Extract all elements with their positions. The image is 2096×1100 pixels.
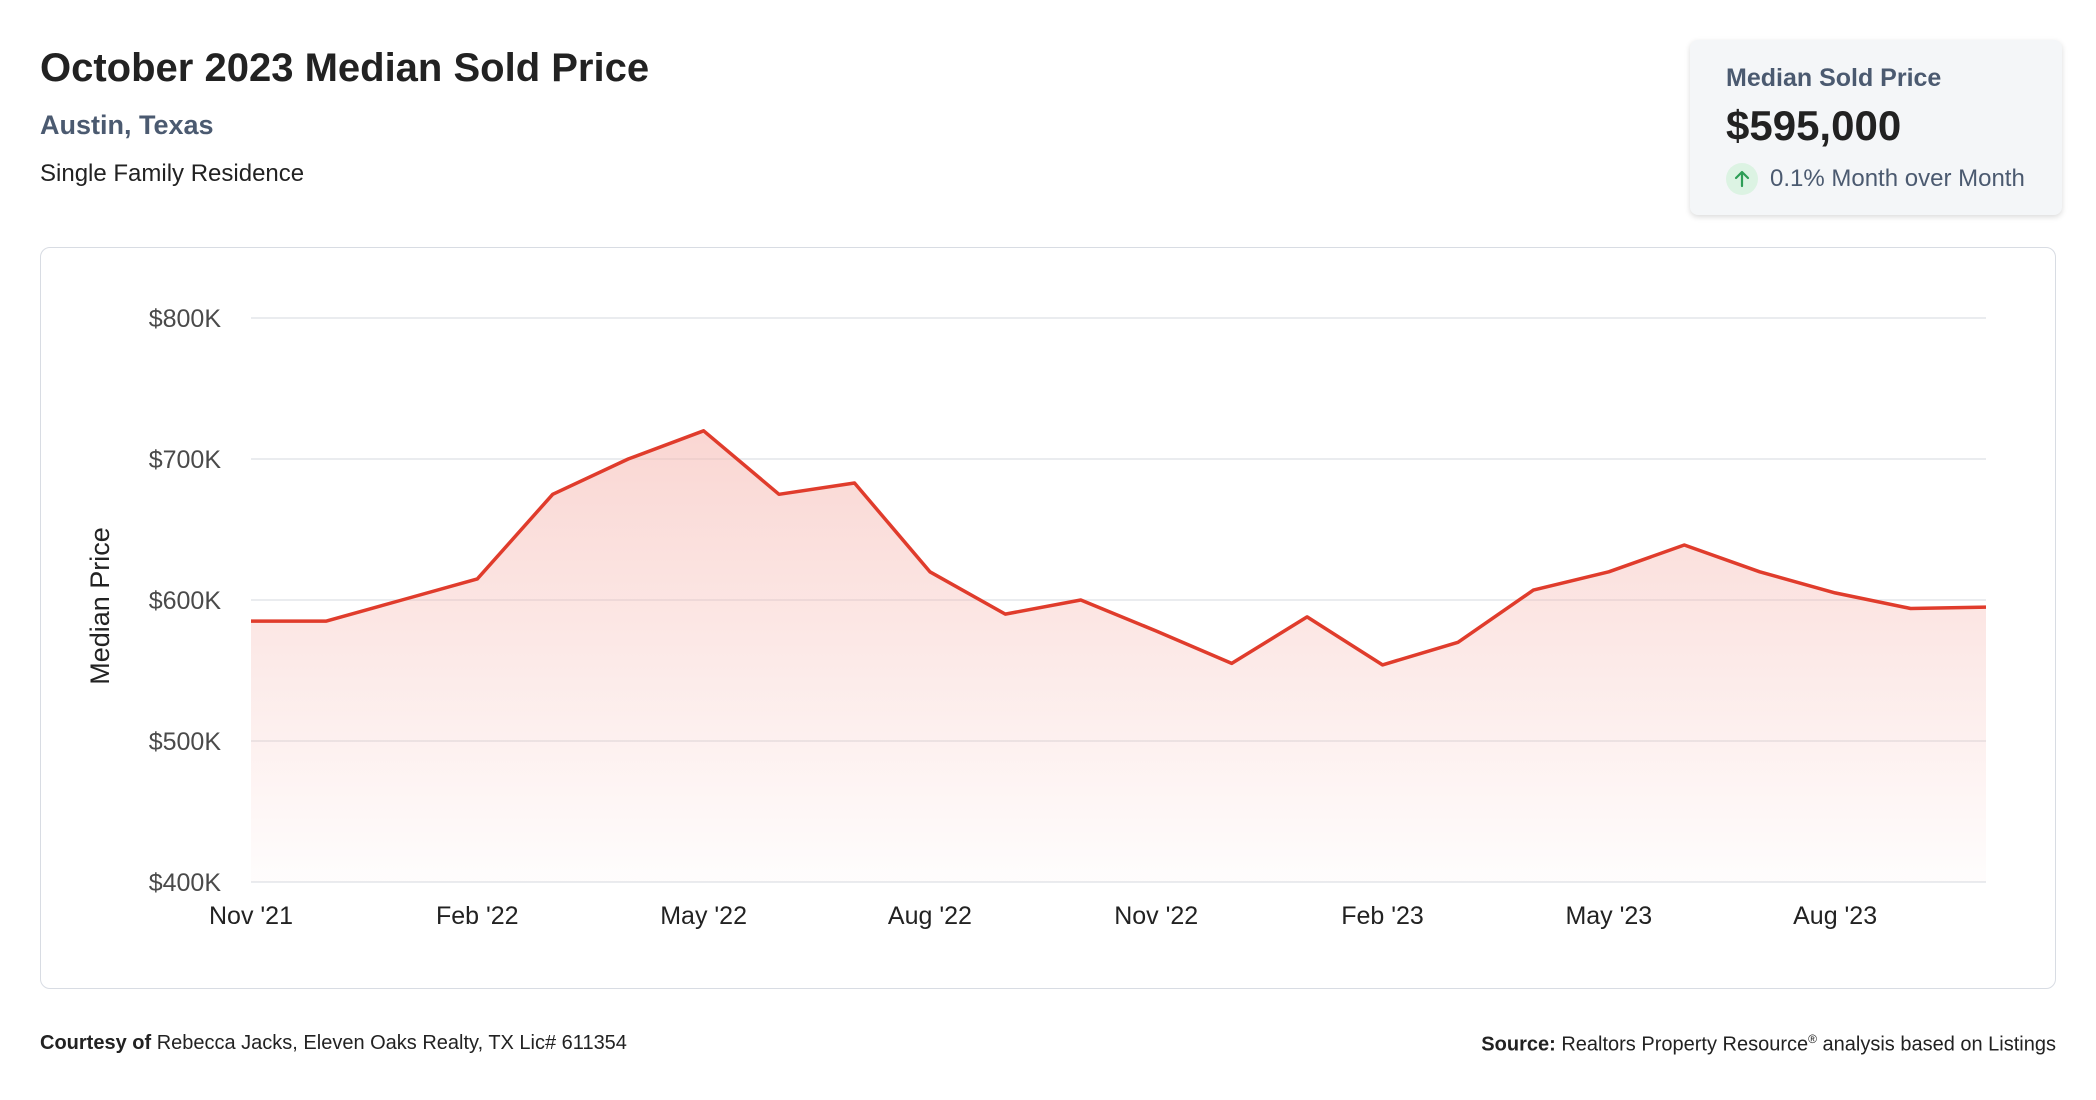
x-tick-label: May '22 [660,902,747,930]
location-label: Austin, Texas [40,110,214,140]
stat-card-value: $595,000 [1726,102,1902,149]
y-tick-label: $400K [149,869,222,897]
x-tick-label: Feb '23 [1341,902,1424,930]
median-price-line [251,429,1987,667]
courtesy-label: Courtesy of [40,1032,152,1054]
x-tick-label: Aug '23 [1793,902,1877,930]
stat-card-label: Median Sold Price [1726,64,1942,92]
property-type-label: Single Family Residence [40,160,305,187]
source-note: Source: Realtors Property Resource® anal… [1481,1032,2056,1057]
y-tick-label: $700K [149,446,222,474]
y-tick-label: $500K [149,728,222,756]
arrow-up-icon [1726,163,1758,195]
x-tick-labels: Nov '21 Feb '22 May '22 Aug '22 Nov '22 Feb '… [209,902,1877,930]
chart-container: $400K $500K $600K $700K $800K Nov '21 Feb '22… [40,247,2056,989]
courtesy-text: Rebecca Jacks, Eleven Oaks Realty, TX Li… [156,1032,627,1054]
y-tick-label: $600K [149,587,222,615]
x-tick-label: Feb '22 [436,902,519,930]
area-fill [251,430,1986,882]
page-title: October 2023 Median Sold Price [40,46,650,90]
x-tick-label: Aug '22 [888,902,972,930]
median-price-card: Median Sold Price $595,000 0.1% Month ov… [1690,40,2062,215]
registered-mark: ® [1808,1032,1817,1046]
stat-card-change-text: 0.1% Month over Month [1770,165,2025,192]
stat-card-change: 0.1% Month over Month [1726,163,2025,195]
x-tick-label: Nov '21 [209,902,293,930]
courtesy-note: Courtesy of Rebecca Jacks, Eleven Oaks R… [40,1032,627,1055]
y-tick-labels: $400K $500K $600K $700K $800K [149,305,222,897]
x-tick-label: May '23 [1565,902,1652,930]
source-label: Source: [1481,1033,1556,1056]
x-tick-label: Nov '22 [1114,902,1198,930]
series-line [251,429,1987,667]
source-suffix: analysis based on Listings [1822,1033,2056,1056]
y-tick-label: $800K [149,305,222,333]
median-price-chart: $400K $500K $600K $700K $800K Nov '21 Feb '22… [85,305,1987,930]
source-text: Realtors Property Resource [1561,1033,1809,1056]
area-fill-path [251,430,1986,882]
y-axis-label: Median Price [85,527,115,685]
